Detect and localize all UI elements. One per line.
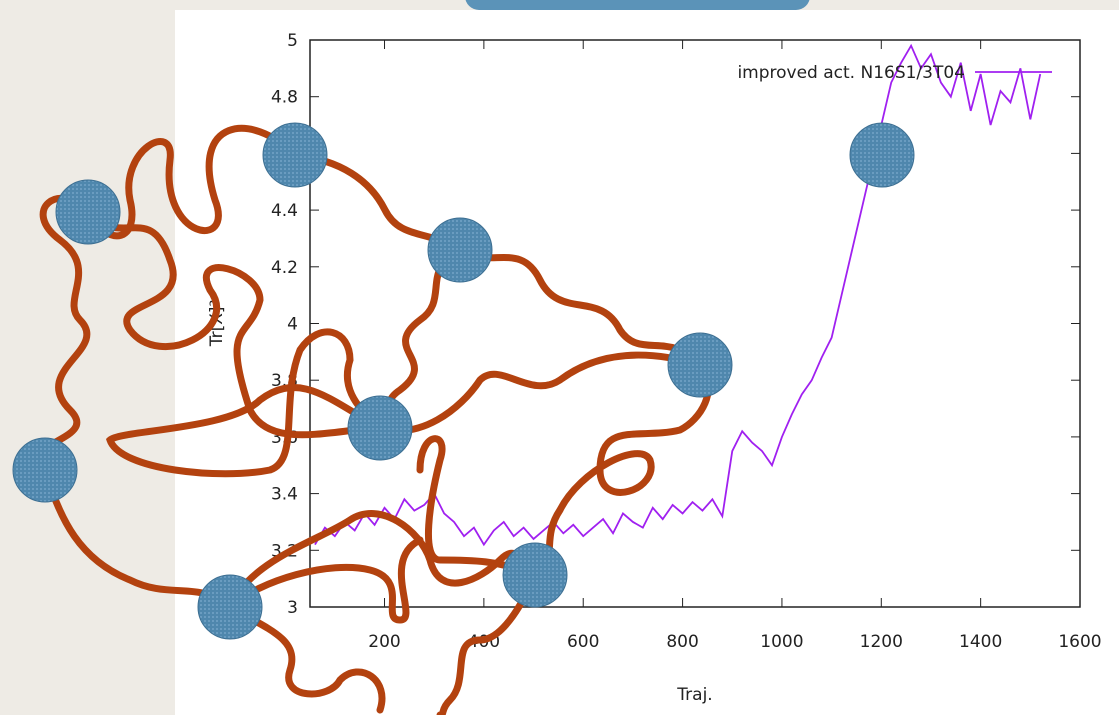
y-tick-label: 4.2 [271, 258, 298, 278]
x-tick-label: 800 [666, 632, 698, 652]
bead [427, 217, 493, 283]
y-tick-label: 4.8 [271, 88, 298, 108]
y-tick-label: 4.4 [271, 201, 298, 221]
top-tab [465, 0, 810, 10]
y-tick-label: 5 [287, 31, 298, 51]
bead [262, 122, 328, 188]
bead [12, 437, 78, 503]
x-tick-label: 1400 [959, 632, 1002, 652]
x-tick-label: 600 [567, 632, 599, 652]
y-tick-label: 3 [287, 598, 298, 618]
x-tick-label: 1000 [760, 632, 803, 652]
bead [55, 179, 121, 245]
y-axis-label: Tr[X]² [207, 300, 227, 348]
x-tick-label: 200 [368, 632, 400, 652]
bead [502, 542, 568, 608]
chart-panel [175, 10, 1119, 715]
data-line [314, 43, 1042, 547]
bead [667, 332, 733, 398]
beads [12, 122, 915, 640]
x-tick-label: 1200 [860, 632, 903, 652]
x-tick-label: 1600 [1058, 632, 1101, 652]
y-tick-label: 3.4 [271, 485, 298, 505]
x-axis-label: Traj. [676, 685, 712, 705]
legend-label: improved act. N16S1/3T04 [737, 63, 965, 83]
y-tick-label: 4 [287, 315, 298, 335]
bead [347, 395, 413, 461]
bead [197, 574, 263, 640]
bead [849, 122, 915, 188]
decoration [36, 124, 712, 715]
